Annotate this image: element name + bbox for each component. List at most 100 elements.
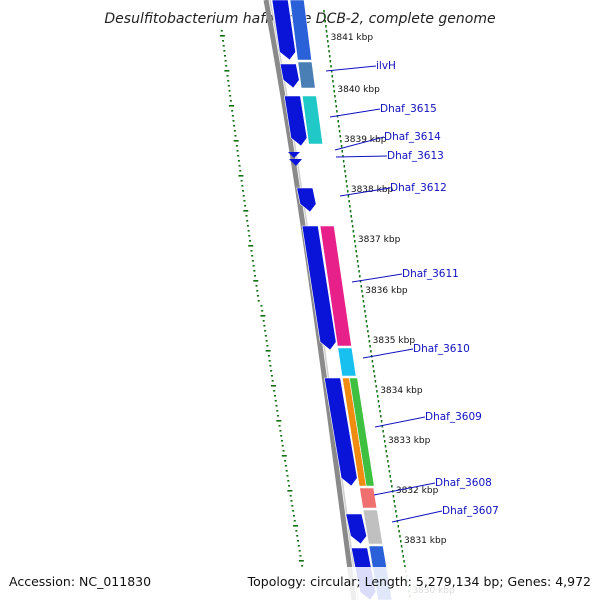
- ruler-tick: [367, 330, 369, 333]
- gc-dot: [275, 405, 278, 407]
- label-leader-line: [334, 136, 385, 151]
- ruler-tick: [354, 240, 356, 243]
- gc-dot: [235, 145, 238, 147]
- gc-dot: [238, 175, 244, 177]
- ruler-tick: [391, 485, 393, 488]
- gc-dot: [248, 245, 254, 247]
- ruler-tick: [342, 160, 345, 163]
- gc-dot: [231, 110, 234, 112]
- gc-dot: [270, 385, 276, 387]
- ruler-tick: [397, 525, 400, 528]
- gc-content-track: [219, 30, 304, 567]
- gc-dot: [284, 465, 287, 467]
- gc-dot: [246, 220, 249, 222]
- gc-dot: [267, 355, 270, 357]
- gc-dot: [270, 370, 273, 372]
- ruler-tick: [327, 40, 329, 43]
- ruler-tick: [394, 505, 396, 508]
- gc-dot: [287, 480, 290, 482]
- ruler-tick: [361, 295, 364, 298]
- ruler-tick: [373, 375, 376, 378]
- gc-dot: [220, 30, 223, 32]
- gc-dot: [279, 430, 282, 432]
- gc-dot: [292, 510, 295, 512]
- gc-dot: [237, 160, 240, 162]
- gc-dot: [286, 475, 289, 477]
- ruler-tick: [362, 300, 365, 303]
- ruler-tick: [357, 265, 360, 268]
- ruler-tick: [347, 190, 349, 193]
- gene-label: Dhaf_3615: [380, 103, 437, 115]
- label-leader-line: [339, 187, 391, 197]
- ruler-tick: [342, 155, 344, 158]
- gc-dot: [225, 65, 228, 67]
- ruler-tick: [359, 280, 362, 283]
- gc-dot: [288, 485, 291, 487]
- gc-dot: [285, 470, 288, 472]
- gc-dot: [242, 195, 245, 197]
- ruler-tick: [402, 555, 404, 558]
- gc-dot: [278, 425, 281, 427]
- gc-dot: [254, 275, 257, 277]
- ruler-tick: [387, 460, 389, 463]
- ruler-tick: [327, 45, 330, 48]
- ruler-tick: [374, 380, 377, 383]
- ruler-tick: [390, 480, 392, 483]
- gc-dot: [269, 365, 272, 367]
- ruler-tick: [404, 565, 406, 568]
- ruler-tick: [356, 255, 358, 258]
- gc-dot: [293, 525, 299, 527]
- ruler-tick: [350, 215, 352, 218]
- scale-label: 3837 kbp: [358, 235, 401, 245]
- ruler-tick: [341, 150, 344, 153]
- gc-dot: [250, 250, 253, 252]
- ruler-tick: [400, 540, 402, 543]
- scale-label: 3840 kbp: [337, 85, 380, 95]
- ruler-tick: [332, 85, 335, 88]
- ruler-tick: [338, 125, 340, 128]
- gc-dot: [299, 555, 302, 557]
- ruler-tick: [352, 230, 355, 233]
- gc-dot: [253, 270, 256, 272]
- gc-dot: [264, 335, 267, 337]
- gc-dot: [260, 305, 263, 307]
- ruler-tick: [368, 340, 371, 343]
- gc-dot: [263, 325, 266, 327]
- gc-dot: [301, 565, 304, 567]
- ruler-tick: [328, 55, 331, 58]
- gc-dot: [262, 320, 265, 322]
- gc-dot: [223, 50, 226, 52]
- gc-dot: [273, 395, 276, 397]
- ruler-tick: [372, 365, 374, 368]
- ruler-tick: [343, 165, 346, 168]
- gc-dot: [277, 415, 280, 417]
- gc-dot: [243, 200, 246, 202]
- ruler-tick: [325, 25, 327, 28]
- gc-dot: [242, 190, 245, 192]
- gc-dot: [240, 180, 243, 182]
- ruler-tick: [348, 200, 350, 203]
- ruler-tick: [371, 360, 374, 363]
- gc-dot: [265, 350, 271, 352]
- gc-dot: [256, 290, 259, 292]
- scale-label: 3831 kbp: [404, 536, 447, 546]
- gene-label: Dhaf_3611: [402, 268, 459, 280]
- accession-text: Accession: NC_011830: [9, 574, 151, 589]
- gene-label: Dhaf_3614: [384, 131, 441, 143]
- ruler-tick: [335, 105, 337, 108]
- ruler-tick: [333, 90, 336, 93]
- gene-block: [349, 377, 375, 487]
- ruler-tick: [378, 405, 381, 408]
- gc-dot: [233, 125, 236, 127]
- gene-label: ilvH: [376, 60, 396, 72]
- gc-dot: [244, 205, 247, 207]
- gene-block: [362, 509, 384, 545]
- gc-dot: [251, 255, 254, 257]
- gc-dot: [236, 150, 239, 152]
- ruler-tick: [345, 180, 348, 183]
- gene-label: Dhaf_3608: [435, 477, 492, 489]
- cds-block: [279, 63, 300, 89]
- gc-dot: [260, 315, 266, 317]
- gc-dot: [261, 310, 264, 312]
